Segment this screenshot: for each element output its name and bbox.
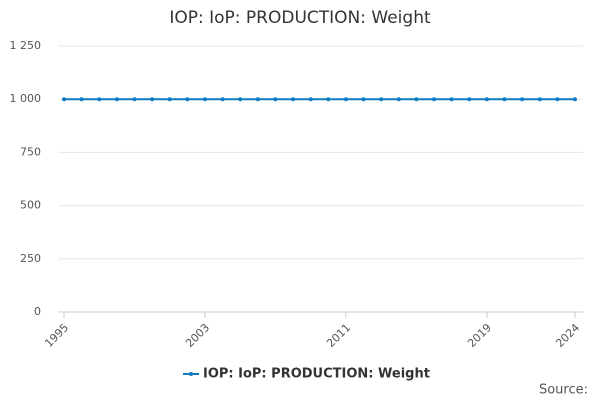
data-point (238, 97, 243, 102)
x-tick-label: 2024 (553, 321, 582, 350)
data-point (97, 97, 102, 102)
y-tick-label: 0 (34, 305, 41, 318)
data-point (432, 97, 437, 102)
x-tick-label: 2019 (465, 321, 494, 350)
data-point (167, 97, 172, 102)
data-point (537, 97, 542, 102)
y-tick-label: 1 000 (10, 92, 42, 105)
y-tick-label: 750 (20, 145, 41, 158)
data-point (484, 97, 489, 102)
data-point (79, 97, 84, 102)
data-point (273, 97, 278, 102)
x-tick-label: 1995 (42, 321, 71, 350)
data-point (361, 97, 366, 102)
y-tick-label: 250 (20, 252, 41, 265)
source: Source: (539, 383, 588, 398)
data-point (520, 97, 525, 102)
y-tick-label: 1 250 (10, 39, 42, 52)
data-point (150, 97, 155, 102)
data-point (555, 97, 560, 102)
data-point (396, 97, 401, 102)
data-point (220, 97, 225, 102)
chart-title: IOP: IoP: PRODUCTION: Weight (169, 8, 431, 28)
data-point (255, 97, 260, 102)
data-point (414, 97, 419, 102)
y-tick-label: 500 (20, 199, 41, 212)
data-point (343, 97, 348, 102)
data-point (132, 97, 137, 102)
data-point (573, 97, 577, 102)
data-point (308, 97, 313, 102)
legend-label: IOP: IoP: PRODUCTION: Weight (203, 367, 430, 382)
data-point (379, 97, 384, 102)
data-point (185, 97, 190, 102)
data-point (62, 97, 66, 102)
data-point (114, 97, 119, 102)
x-tick-label: 2003 (183, 321, 212, 350)
x-tick-label: 2011 (324, 321, 353, 350)
legend-swatch-dot (189, 372, 193, 376)
data-point (502, 97, 507, 102)
data-point (449, 97, 454, 102)
data-point (467, 97, 472, 102)
data-point (326, 97, 331, 102)
data-point (291, 97, 296, 102)
data-point (202, 97, 207, 102)
